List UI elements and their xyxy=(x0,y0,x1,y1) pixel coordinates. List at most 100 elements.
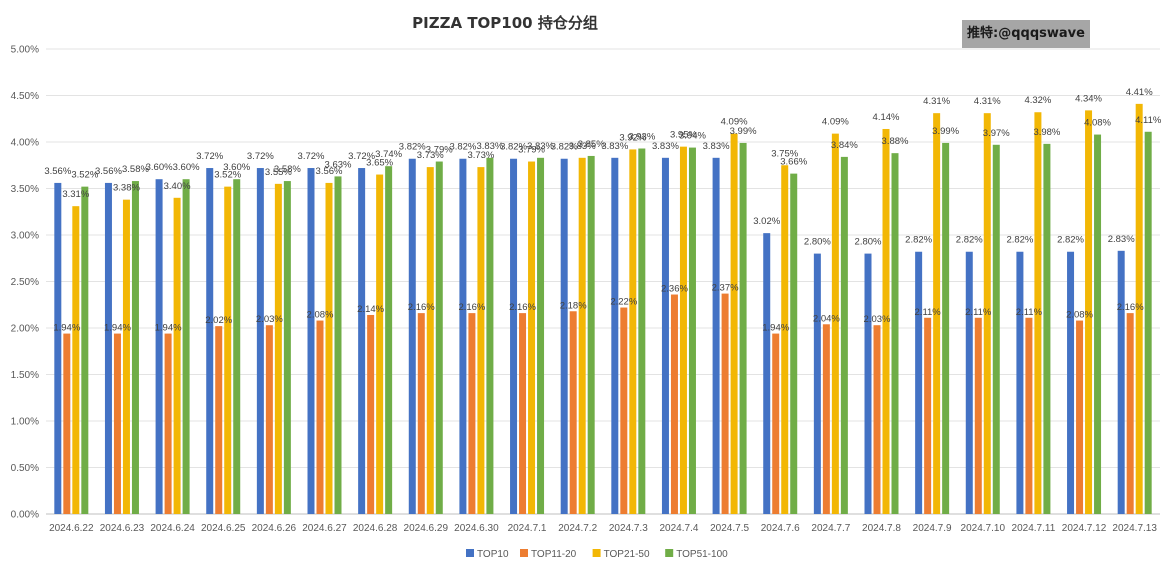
data-label-top51-100: 3.84% xyxy=(831,140,858,151)
data-label-top10: 3.82% xyxy=(500,142,527,153)
y-tick-label: 3.50% xyxy=(11,184,39,195)
bar-top10 xyxy=(1117,250,1125,514)
bar-top21-50 xyxy=(376,174,384,515)
data-label-top11-20: 1.94% xyxy=(104,323,131,334)
bar-top11-20 xyxy=(1025,317,1033,514)
data-label-top10: 3.83% xyxy=(703,141,730,152)
legend-label: TOP10 xyxy=(477,549,509,560)
bar-top10 xyxy=(155,179,163,514)
data-label-top10: 2.80% xyxy=(804,237,831,248)
bar-top21-50 xyxy=(528,161,536,514)
bar-top10 xyxy=(813,253,821,514)
bar-top21-50 xyxy=(578,157,586,514)
data-label-top11-20: 2.11% xyxy=(965,307,992,318)
data-label-top21-50: 3.52% xyxy=(214,170,241,181)
data-label-top11-20: 2.14% xyxy=(357,304,384,315)
x-tick-label: 2024.6.30 xyxy=(454,523,499,534)
bar-top21-50 xyxy=(679,146,687,514)
y-tick-label: 0.00% xyxy=(11,510,39,521)
bar-top11-20 xyxy=(215,326,223,514)
data-label-top21-50: 4.09% xyxy=(822,117,849,128)
bar-top10 xyxy=(1067,251,1075,515)
data-label-top21-50: 4.41% xyxy=(1126,87,1153,98)
bar-top51-100 xyxy=(638,148,646,514)
bars xyxy=(54,103,1152,515)
bar-top10 xyxy=(408,158,416,515)
data-label-top10: 3.72% xyxy=(298,151,325,162)
data-label-top10: 3.82% xyxy=(449,142,476,153)
y-tick-label: 4.50% xyxy=(11,91,39,102)
y-tick-label: 0.50% xyxy=(11,463,39,474)
bar-top51-100 xyxy=(233,179,241,514)
data-label-top10: 3.02% xyxy=(753,216,780,227)
data-label-top11-20: 2.08% xyxy=(307,310,334,321)
legend: TOP10 TOP11-20 TOP21-50 TOP51-100 xyxy=(466,549,728,560)
data-label-top11-20: 2.11% xyxy=(1016,307,1043,318)
data-label-top11-20: 1.94% xyxy=(762,323,789,334)
data-label-top21-50: 3.38% xyxy=(113,183,140,194)
bar-top51-100 xyxy=(81,186,89,514)
bar-top51-100 xyxy=(891,153,899,514)
bar-top11-20 xyxy=(1076,320,1084,514)
data-label-top11-20: 2.04% xyxy=(813,313,840,324)
y-tick-label: 3.00% xyxy=(11,231,39,242)
x-tick-label: 2024.7.12 xyxy=(1062,523,1107,534)
y-tick-label: 1.50% xyxy=(11,370,39,381)
legend-swatch xyxy=(665,549,674,557)
bar-top21-50 xyxy=(831,133,839,514)
legend-label: TOP11-20 xyxy=(531,549,577,560)
data-label-top10: 3.72% xyxy=(348,151,375,162)
bar-top21-50 xyxy=(122,199,130,514)
bar-top51-100 xyxy=(942,142,950,514)
y-tick-label: 5.00% xyxy=(11,45,39,56)
data-label-top21-50: 3.95% xyxy=(670,130,697,141)
data-label-top51-100: 3.60% xyxy=(223,162,250,173)
bar-top21-50 xyxy=(224,186,232,514)
data-label-top10: 2.82% xyxy=(956,235,983,246)
bar-top10 xyxy=(1016,251,1024,515)
data-label-top11-20: 2.03% xyxy=(864,314,891,325)
bar-top21-50 xyxy=(477,167,485,515)
data-label-top21-50: 3.73% xyxy=(417,150,444,161)
bar-top11-20 xyxy=(721,293,729,514)
x-tick-label: 2024.6.27 xyxy=(302,523,347,534)
data-label-top10: 2.80% xyxy=(855,237,882,248)
bar-top51-100 xyxy=(992,144,1000,515)
bar-top10 xyxy=(510,158,518,515)
data-label-top51-100: 3.83% xyxy=(476,141,503,152)
x-tick-label: 2024.7.6 xyxy=(761,523,800,534)
bar-top51-100 xyxy=(385,166,393,514)
data-label-top11-20: 2.16% xyxy=(509,302,536,313)
data-label-top21-50: 3.79% xyxy=(518,145,545,156)
bar-top11-20 xyxy=(569,311,577,514)
bar-top51-100 xyxy=(283,181,291,514)
y-tick-label: 4.00% xyxy=(11,138,39,149)
x-tick-label: 2024.6.29 xyxy=(404,523,449,534)
bar-top11-20 xyxy=(974,317,982,514)
data-label-top21-50: 4.32% xyxy=(1024,95,1051,106)
data-label-top21-50: 3.65% xyxy=(366,158,393,169)
bar-top51-100 xyxy=(790,173,798,514)
x-tick-label: 2024.7.9 xyxy=(913,523,952,534)
chart-title: PIZZA TOP100 持仓分组 xyxy=(412,14,598,32)
data-label-top51-100: 3.99% xyxy=(730,126,757,137)
data-label-top10: 2.83% xyxy=(1108,234,1135,245)
bar-top21-50 xyxy=(274,183,282,514)
x-tick-label: 2024.7.3 xyxy=(609,523,648,534)
bar-top51-100 xyxy=(739,142,747,514)
data-label-top21-50: 3.31% xyxy=(62,189,89,200)
bar-top10 xyxy=(206,168,214,515)
legend-swatch xyxy=(592,549,601,557)
bar-top51-100 xyxy=(486,157,494,514)
data-label-top51-100: 4.08% xyxy=(1084,118,1111,129)
watermark-badge: 推特:@qqqswave xyxy=(962,20,1090,48)
bar-top11-20 xyxy=(164,333,172,514)
bar-top21-50 xyxy=(781,165,789,514)
y-tick-label: 2.00% xyxy=(11,324,39,335)
bar-top11-20 xyxy=(63,333,71,514)
data-label-top11-20: 2.16% xyxy=(458,302,485,313)
x-tick-label: 2024.6.23 xyxy=(100,523,145,534)
bar-top10 xyxy=(661,157,669,514)
data-label-top21-50: 3.56% xyxy=(316,166,343,177)
